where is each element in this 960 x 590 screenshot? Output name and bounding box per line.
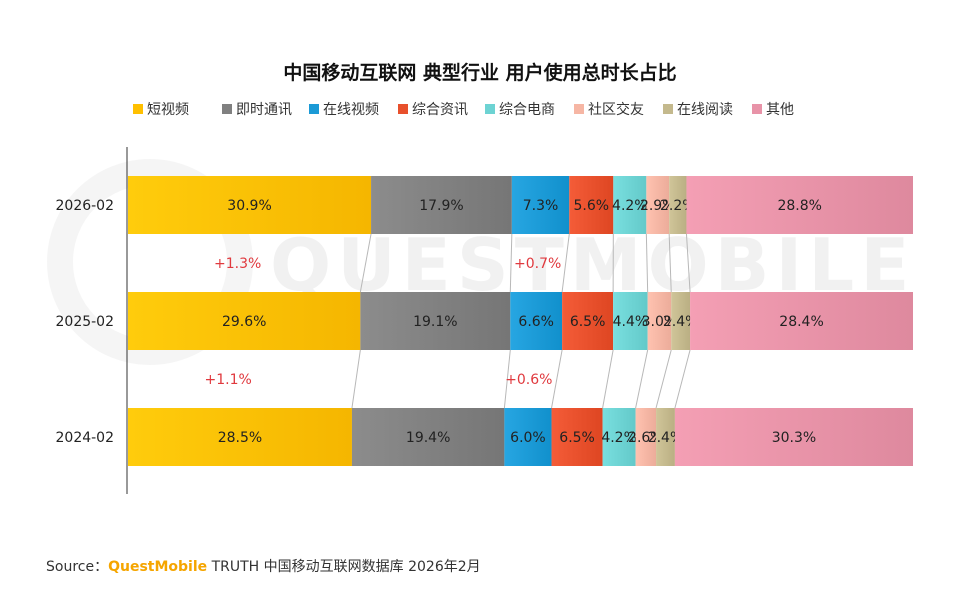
delta-annotations: +1.3% +0.7% +1.1% +0.6%	[204, 256, 561, 388]
legend-label: 社区交友	[588, 101, 644, 118]
bar-value-label: 2.4%	[648, 430, 684, 446]
legend-label: 其他	[766, 102, 794, 118]
legend-swatch	[133, 104, 143, 114]
connector-line	[551, 349, 563, 409]
legend-label: 在线阅读	[677, 101, 733, 118]
bar-segment	[646, 176, 670, 234]
bar-segment	[635, 408, 657, 466]
connector-line	[351, 349, 361, 409]
bar-value-label: 4.2%	[601, 430, 637, 446]
connector-line	[503, 349, 511, 409]
legend-label: 综合电商	[499, 102, 555, 118]
bar-segment	[647, 292, 672, 350]
watermark-logo-ring	[47, 159, 253, 365]
legend: 短视频 即时通讯 在线视频 综合资讯 综合电商 社区交友 在线阅读 其他	[133, 101, 794, 118]
bar-segment	[371, 176, 512, 234]
bar-value-label: 7.3%	[523, 198, 559, 214]
source-prefix: Source：	[46, 559, 109, 575]
bar-segment	[671, 292, 691, 350]
connector-line	[561, 233, 570, 293]
bar-segment	[551, 408, 603, 466]
bar-value-label: 28.5%	[218, 430, 262, 446]
delta-annotation: +0.7%	[514, 256, 561, 272]
bar-value-label: 2.4%	[663, 314, 699, 330]
bar-segment	[504, 408, 552, 466]
connector-lines	[351, 233, 691, 409]
bar-value-label: 17.9%	[419, 198, 463, 214]
legend-label: 综合资讯	[412, 102, 468, 118]
bar-value-label: 2.6%	[628, 430, 664, 446]
connector-line	[668, 233, 672, 293]
bar-segment	[602, 408, 636, 466]
legend-swatch	[309, 104, 319, 114]
bar-segment	[613, 292, 648, 350]
bar-value-label: 19.1%	[413, 314, 457, 330]
source-note: Source：QuestMobile TRUTH 中国移动互联网数据库 2026…	[46, 556, 481, 576]
delta-annotation: +1.3%	[214, 256, 261, 272]
connector-line	[645, 233, 649, 293]
category-label: 2026-02	[56, 198, 115, 214]
bar-value-label: 29.6%	[222, 314, 266, 330]
bar-segment	[669, 176, 687, 234]
bar-segment	[511, 176, 570, 234]
bar-value-label: 28.8%	[777, 198, 821, 214]
legend-label: 短视频	[147, 102, 189, 118]
source-suffix: TRUTH 中国移动互联网数据库 2026年2月	[207, 559, 481, 575]
bar-value-label: 2.9%	[640, 198, 676, 214]
legend-swatch	[222, 104, 232, 114]
legend-swatch	[485, 104, 495, 114]
bar-segment	[674, 408, 913, 466]
bar-value-label: 6.6%	[518, 314, 554, 330]
bar-value-label: 4.2%	[612, 198, 648, 214]
connector-line	[359, 233, 372, 293]
bar-value-label: 3.0%	[642, 314, 678, 330]
bars: 30.9% 17.9% 7.3% 5.6% 4.2%2.9%2.2% 28.8%29.6%…	[128, 176, 913, 466]
legend-swatch	[398, 104, 408, 114]
category-label: 2024-02	[56, 430, 115, 446]
chart-title: 中国移动互联网 典型行业 用户使用总时长占比	[283, 61, 676, 84]
legend-swatch	[574, 104, 584, 114]
connector-line	[602, 349, 614, 409]
connector-line	[685, 233, 691, 293]
bar-segment	[351, 408, 505, 466]
delta-annotation: +0.6%	[505, 372, 552, 388]
connector-line	[509, 233, 513, 293]
bar-segment	[569, 176, 614, 234]
bar-segment	[562, 292, 614, 350]
bar-segment	[690, 292, 913, 350]
bar-value-label: 6.5%	[570, 314, 606, 330]
bar-segment	[128, 408, 352, 466]
bar-segment	[360, 292, 511, 350]
connector-line	[674, 349, 691, 409]
legend-swatch	[663, 104, 673, 114]
bar-segment	[510, 292, 563, 350]
legend-label: 即时通讯	[236, 102, 292, 118]
bar-value-label: 30.3%	[772, 430, 816, 446]
bar-value-label: 28.4%	[779, 314, 823, 330]
delta-annotation: +1.1%	[204, 372, 251, 388]
bar-value-label: 6.0%	[510, 430, 546, 446]
legend-swatch	[752, 104, 762, 114]
bar-value-label: 4.4%	[613, 314, 649, 330]
bar-segment	[128, 176, 372, 234]
bar-segment	[686, 176, 913, 234]
bar-value-label: 5.6%	[574, 198, 610, 214]
source-brand: QuestMobile	[108, 559, 208, 575]
bar-segment	[128, 292, 361, 350]
bar-segment	[656, 408, 675, 466]
legend-label: 在线视频	[323, 102, 379, 118]
bar-value-label: 6.5%	[559, 430, 595, 446]
bar-value-label: 19.4%	[406, 430, 450, 446]
category-label: 2025-02	[56, 314, 115, 330]
bar-segment	[613, 176, 647, 234]
bar-value-label: 30.9%	[227, 198, 271, 214]
connector-line	[655, 349, 672, 409]
connector-line	[635, 349, 649, 409]
category-labels: 2026-02 2025-02 2024-02	[56, 198, 115, 446]
